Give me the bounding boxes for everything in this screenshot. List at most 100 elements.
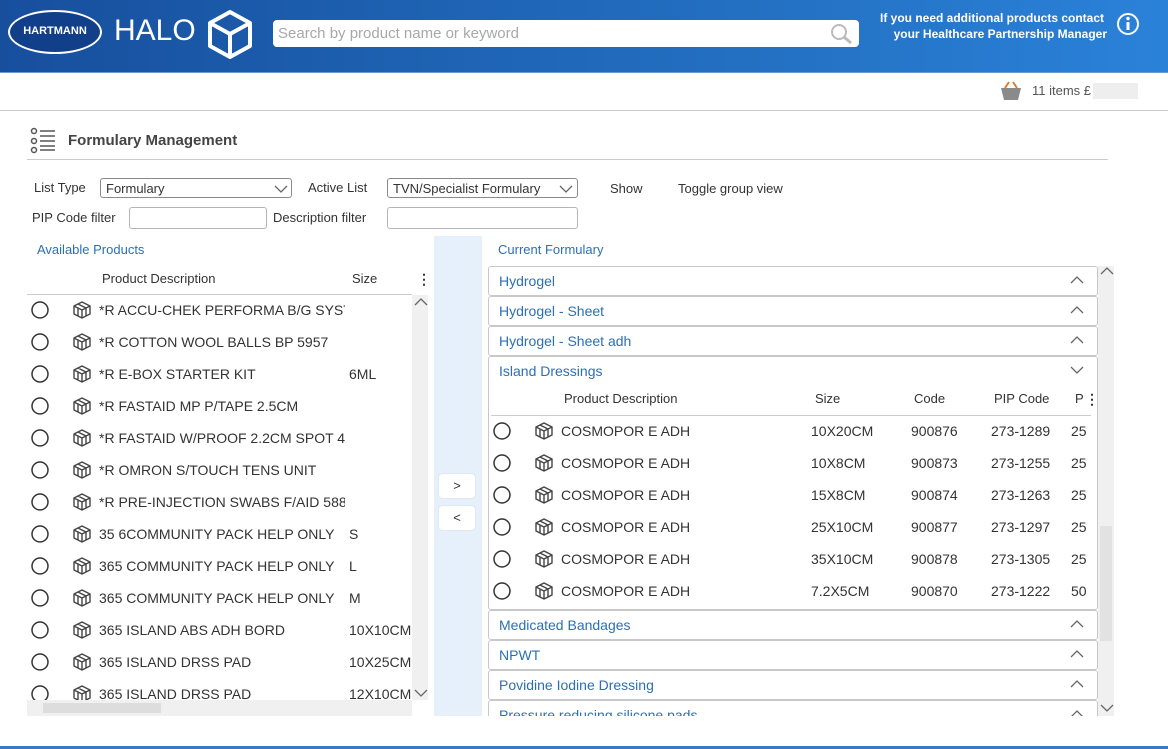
group-name[interactable]: Hydrogel xyxy=(499,273,556,289)
cell: 25 xyxy=(1071,519,1086,535)
chevron[interactable] xyxy=(559,184,573,194)
radio[interactable] xyxy=(30,460,50,480)
group-name[interactable]: NPWT xyxy=(499,647,541,663)
add-button[interactable]: > xyxy=(439,474,475,498)
toggle-group-view[interactable]: Toggle group view xyxy=(678,181,783,196)
chevron[interactable] xyxy=(274,184,288,194)
product-icon xyxy=(73,429,91,447)
product-size: 10X25CM xyxy=(349,654,412,670)
info-icon[interactable] xyxy=(1116,12,1140,36)
list-type-select[interactable]: Formulary xyxy=(100,178,292,198)
group-name[interactable]: Hydrogel - Sheet adh xyxy=(499,333,632,349)
chevron[interactable] xyxy=(1100,266,1114,276)
radio[interactable] xyxy=(492,549,512,569)
radio[interactable] xyxy=(30,396,50,416)
basket-total xyxy=(1093,83,1138,99)
radio[interactable] xyxy=(492,485,512,505)
product-description: 365 ISLAND DRSS PAD xyxy=(99,686,252,700)
column-header: Product Description xyxy=(102,271,216,286)
group-name[interactable]: Medicated Bandages xyxy=(499,617,631,633)
chevron-line xyxy=(1070,620,1084,628)
group-name[interactable]: Povidine Iodine Dressing xyxy=(499,677,654,693)
cube-logo xyxy=(208,10,252,59)
radio[interactable] xyxy=(30,300,50,320)
h-scroll-thumb[interactable] xyxy=(43,703,161,713)
radio[interactable] xyxy=(30,428,50,448)
basket-count[interactable]: 11 items £ xyxy=(1032,83,1092,98)
radio-ring xyxy=(31,333,49,351)
radio[interactable] xyxy=(492,421,512,441)
remove-button[interactable]: < xyxy=(439,506,475,530)
chevron[interactable] xyxy=(1070,679,1084,689)
product-description: *R ACCU-CHEK PERFORMA B/G SYSTE xyxy=(99,302,345,318)
chevron-line xyxy=(1070,306,1084,314)
search-icon[interactable] xyxy=(829,22,855,46)
radio[interactable] xyxy=(492,453,512,473)
product-icon xyxy=(535,486,553,504)
radio[interactable] xyxy=(30,652,50,672)
active-list-select[interactable]: TVN/Specialist Formulary xyxy=(387,178,578,198)
chevron[interactable] xyxy=(1070,335,1084,345)
chevron[interactable] xyxy=(414,688,428,698)
cube xyxy=(73,429,91,447)
cell: 35X10CM xyxy=(811,551,874,567)
group-name[interactable]: Island Dressings xyxy=(499,363,603,379)
chevron-line xyxy=(274,185,288,193)
chevron-line xyxy=(1070,276,1084,284)
search-box[interactable] xyxy=(273,20,859,47)
v-scroll-thumb[interactable] xyxy=(1100,526,1112,641)
info-circle xyxy=(1117,13,1139,35)
group-name[interactable]: Hydrogel - Sheet xyxy=(499,303,605,319)
radio[interactable] xyxy=(30,332,50,352)
lens xyxy=(831,24,847,40)
cell: 25 xyxy=(1071,551,1086,567)
cell: 15X8CM xyxy=(811,487,866,503)
basket-icon[interactable] xyxy=(998,79,1024,103)
show-button[interactable]: Show xyxy=(610,181,643,196)
cell: COSMOPOR E ADH xyxy=(561,423,691,439)
product-description: *R COTTON WOOL BALLS BP 5957 xyxy=(99,334,329,350)
chevron[interactable] xyxy=(1100,703,1114,713)
cell: 900877 xyxy=(911,519,958,535)
nav-bar xyxy=(0,72,1168,111)
chevron[interactable] xyxy=(1070,619,1084,629)
cell: 273-1289 xyxy=(991,423,1051,439)
radio[interactable] xyxy=(30,588,50,608)
radio[interactable] xyxy=(30,364,50,384)
product-size: 12X10CM xyxy=(349,686,412,700)
cube xyxy=(73,685,91,700)
chevron-line xyxy=(1071,710,1083,716)
description-input[interactable] xyxy=(387,207,578,229)
chevron[interactable] xyxy=(1070,275,1084,285)
product-description: 365 COMMUNITY PACK HELP ONLY xyxy=(99,558,335,574)
group-name[interactable]: Pressure reducing silicone pads xyxy=(499,707,698,716)
chevron[interactable] xyxy=(1070,709,1084,716)
radio[interactable] xyxy=(30,492,50,512)
radio[interactable] xyxy=(30,620,50,640)
pip-code-input[interactable] xyxy=(129,207,267,229)
radio[interactable] xyxy=(30,524,50,544)
group xyxy=(488,670,1098,700)
v-scrollbar[interactable] xyxy=(1098,266,1114,716)
title-rule xyxy=(27,159,1108,160)
cube xyxy=(73,653,91,671)
radio[interactable] xyxy=(492,581,512,601)
chevron[interactable] xyxy=(1070,649,1084,659)
chevron-line xyxy=(1070,650,1084,658)
cell: 273-1297 xyxy=(991,519,1051,535)
radio-ring xyxy=(493,454,511,472)
v-scrollbar[interactable] xyxy=(412,295,428,700)
chevron[interactable] xyxy=(1070,365,1084,375)
chevron[interactable] xyxy=(414,297,428,307)
cube xyxy=(535,582,553,600)
column-menu[interactable]: ⋮ xyxy=(417,271,431,287)
chevron[interactable] xyxy=(1070,305,1084,315)
radio-ring xyxy=(493,582,511,600)
column-header: Size xyxy=(352,271,378,286)
radio[interactable] xyxy=(492,517,512,537)
product-icon xyxy=(73,685,91,700)
cell: COSMOPOR E ADH xyxy=(561,519,691,535)
radio[interactable] xyxy=(30,684,50,700)
radio[interactable] xyxy=(30,556,50,576)
column-menu[interactable]: ⋮ xyxy=(1085,391,1099,407)
